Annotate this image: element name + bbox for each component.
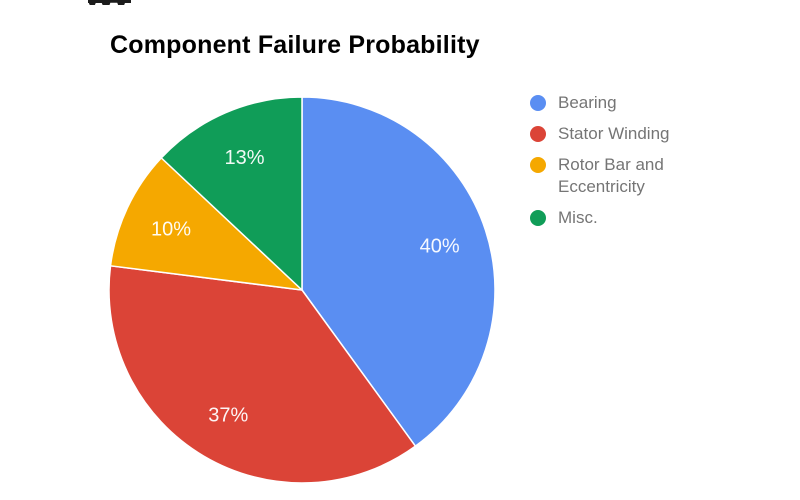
legend-item-misc: Misc. [530,207,720,229]
cropped-content-fragment [88,0,131,5]
legend-item-stator-winding: Stator Winding [530,123,720,145]
legend-swatch-icon [530,157,546,173]
legend-swatch-icon [530,210,546,226]
pie-slice-rotor-bar-and-eccentricity [109,157,303,291]
legend-label: Rotor Bar and Eccentricity [558,155,664,196]
pie-slice-value-label: 37% [208,405,248,427]
legend-swatch-icon [530,95,546,111]
pie-slice-value-label: 13% [224,147,264,169]
legend-swatch-icon [530,126,546,142]
pie-slice-bearing [301,96,496,447]
legend: Bearing Stator Winding Rotor Bar and Eccen… [530,92,720,238]
legend-label: Stator Winding [558,124,670,143]
legend-item-rotor-bar-and-eccentricity: Rotor Bar and Eccentricity [530,154,720,198]
legend-item-bearing: Bearing [530,92,720,114]
legend-label: Misc. [558,208,598,227]
pie-slice-value-label: 10% [151,218,191,240]
pie-slice-misc [160,96,303,291]
chart-title: Component Failure Probability [110,31,480,59]
legend-label: Bearing [558,93,617,112]
pie-slice-value-label: 40% [420,235,460,257]
pie-slice-stator-winding [108,265,417,484]
